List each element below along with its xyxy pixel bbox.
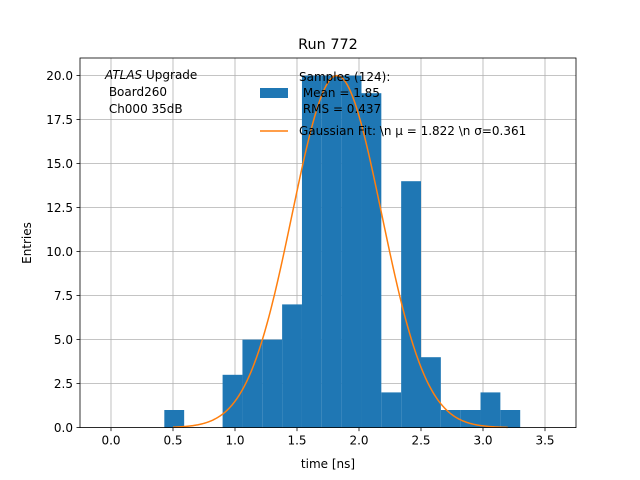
histogram-bar-1 (222, 374, 243, 428)
x-axis-label: time [ns] (301, 457, 355, 471)
histogram-bar-12 (440, 410, 461, 428)
x-tick-label-2: 1.0 (225, 434, 244, 448)
y-axis-label: Entries (20, 222, 34, 264)
legend-samples-line-3: RMS = 0.437 (299, 102, 381, 116)
histogram-bar-11 (421, 357, 441, 428)
histogram-bar-0 (164, 410, 185, 428)
legend-samples-line-2: Mean = 1.85 (299, 86, 380, 100)
histogram-bar-13 (460, 410, 481, 428)
histogram-bar-5 (301, 75, 322, 428)
legend-fit-label: Gaussian Fit: \n μ = 1.822 \n σ=0.361 (299, 124, 526, 138)
y-tick-label-3: 7.5 (54, 289, 73, 303)
y-tick-label-0: 0.0 (54, 421, 73, 435)
atlas-annotation: ATLAS Upgrade Board260 Ch000 35dB (104, 68, 197, 116)
y-tick-label-6: 15.0 (46, 157, 73, 171)
y-tick-label-2: 5.0 (54, 333, 73, 347)
x-tick-label-5: 2.5 (411, 434, 430, 448)
chart-title: Run 772 (298, 37, 358, 53)
annotation-channel: Ch000 35dB (105, 102, 183, 116)
legend-samples-line-1: Samples (124): (299, 70, 390, 84)
legend-samples-swatch (260, 88, 288, 98)
y-tick-label-5: 12.5 (46, 201, 73, 215)
histogram-bar-9 (381, 392, 402, 428)
annotation-atlas: ATLAS (104, 68, 143, 82)
histogram-bar-14 (480, 392, 501, 428)
x-tick-label-7: 3.5 (535, 434, 554, 448)
gaussian-fit-curve (172, 74, 508, 429)
y-tick-label-1: 2.5 (54, 377, 73, 391)
y-tick-label-7: 17.5 (46, 113, 73, 127)
annotation-board: Board260 (105, 85, 167, 99)
x-tick-label-6: 3.0 (473, 434, 492, 448)
histogram-bar-10 (401, 181, 421, 428)
histogram-bar-3 (262, 339, 283, 428)
histogram-bar-6 (321, 75, 342, 428)
annotation-upgrade: Upgrade (142, 68, 197, 82)
histogram-bar-15 (500, 410, 521, 428)
x-tick-label-3: 1.5 (287, 434, 306, 448)
legend: Samples (124): Mean = 1.85 RMS = 0.437 G… (260, 70, 526, 138)
histogram-bar-7 (341, 75, 362, 428)
y-axis-ticks: 0.0 2.5 5.0 7.5 10.0 12.5 15.0 17.5 20.0 (46, 69, 80, 435)
x-tick-label-4: 2.0 (349, 434, 368, 448)
histogram-bar-4 (282, 304, 302, 428)
histogram-bars (164, 75, 521, 428)
x-tick-label-0: 0.0 (101, 434, 120, 448)
y-tick-label-4: 10.0 (46, 245, 73, 259)
x-tick-label-1: 0.5 (163, 434, 182, 448)
histogram-bar-8 (361, 93, 382, 428)
annotation-line-1: ATLAS Upgrade (104, 68, 197, 82)
plot-frame (79, 57, 577, 429)
y-tick-label-8: 20.0 (46, 69, 73, 83)
histogram-bar-2 (242, 339, 263, 428)
x-axis-ticks: 0.0 0.5 1.0 1.5 2.0 2.5 3.0 3.5 (101, 427, 555, 448)
